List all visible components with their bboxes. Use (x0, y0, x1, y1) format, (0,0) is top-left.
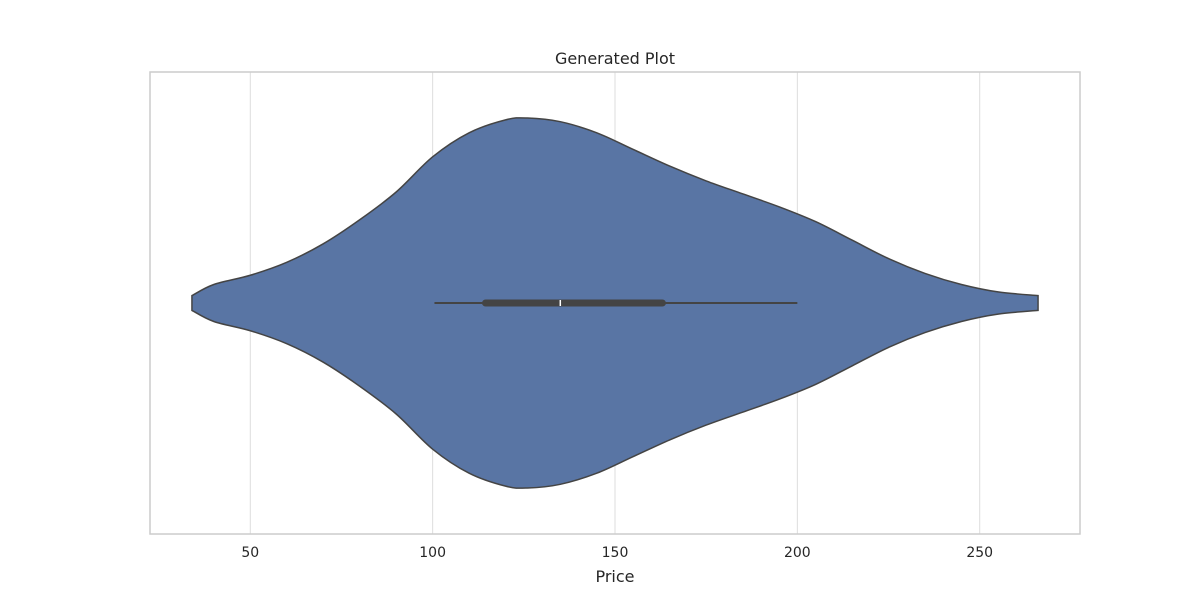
chart-title: Generated Plot (555, 49, 675, 68)
x-axis-ticks: 50 100 150 200 250 (241, 545, 993, 561)
x-tick-label: 50 (241, 545, 259, 561)
x-tick-label: 200 (784, 545, 811, 561)
x-tick-label: 150 (602, 545, 629, 561)
plot-frame (149, 71, 1081, 535)
x-tick-label: 250 (966, 545, 993, 561)
x-axis-label: Price (595, 567, 634, 586)
x-tick-label: 100 (419, 545, 446, 561)
